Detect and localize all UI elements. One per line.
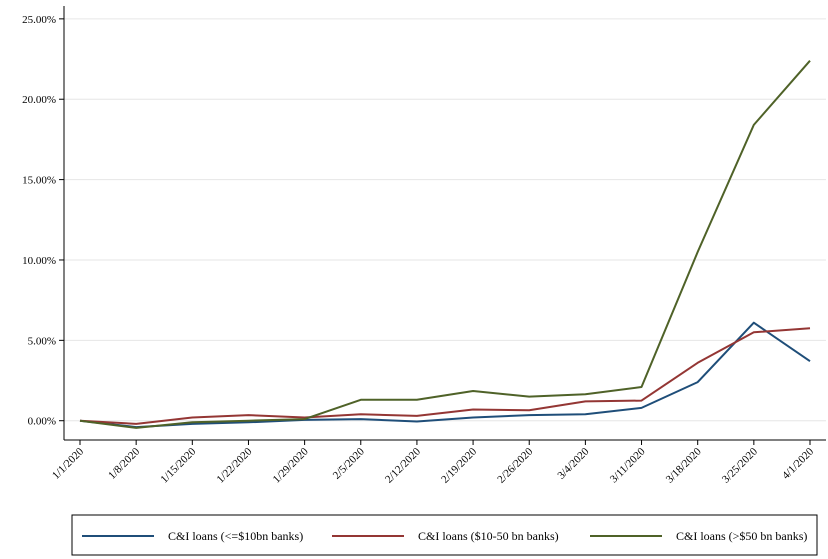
legend-label-2: C&I loans (>$50 bn banks) [676, 529, 807, 543]
series-line-0 [79, 321, 811, 429]
y-tick-label: 0.00% [28, 416, 56, 428]
x-tick-label: 1/15/2020 [158, 445, 198, 485]
y-ticks: 0.00% 5.00% 10.00% 15.00% 20.00% 25.00% [22, 14, 64, 428]
x-tick-label: 1/29/2020 [271, 445, 311, 485]
axes [63, 6, 826, 441]
x-tick-label: 2/26/2020 [495, 445, 535, 485]
x-tick-label: 1/1/2020 [50, 445, 86, 481]
legend-box [71, 514, 818, 556]
x-ticks: 1/1/2020 1/8/2020 1/15/2020 1/22/2020 1/29/2… [50, 440, 816, 486]
x-tick-label: 3/18/2020 [664, 445, 704, 485]
x-tick-label: 3/4/2020 [555, 445, 591, 481]
legend-label-1: C&I loans ($10-50 bn banks) [418, 529, 559, 543]
grid-lines [64, 18, 826, 422]
y-tick-label: 25.00% [22, 14, 56, 26]
legend-label-0: C&I loans (<=$10bn banks) [168, 529, 303, 543]
x-tick-label: 4/1/2020 [780, 445, 816, 481]
x-tick-label: 3/25/2020 [720, 445, 760, 485]
y-tick-label: 20.00% [22, 94, 56, 106]
series-line-1 [79, 327, 811, 425]
legend: C&I loans (<=$10bn banks) C&I loans ($10-… [71, 514, 818, 556]
x-tick-label: 2/19/2020 [439, 445, 479, 485]
y-tick-label: 5.00% [28, 335, 56, 347]
x-tick-label: 3/11/2020 [608, 445, 648, 485]
y-tick-label: 10.00% [22, 255, 56, 267]
x-tick-label: 1/22/2020 [215, 445, 255, 485]
series-line-2 [79, 60, 811, 429]
x-tick-label: 2/12/2020 [383, 445, 423, 485]
series-lines [79, 60, 811, 429]
x-tick-label: 2/5/2020 [331, 445, 367, 481]
x-tick-label: 1/8/2020 [106, 445, 142, 481]
y-tick-label: 15.00% [22, 175, 56, 187]
